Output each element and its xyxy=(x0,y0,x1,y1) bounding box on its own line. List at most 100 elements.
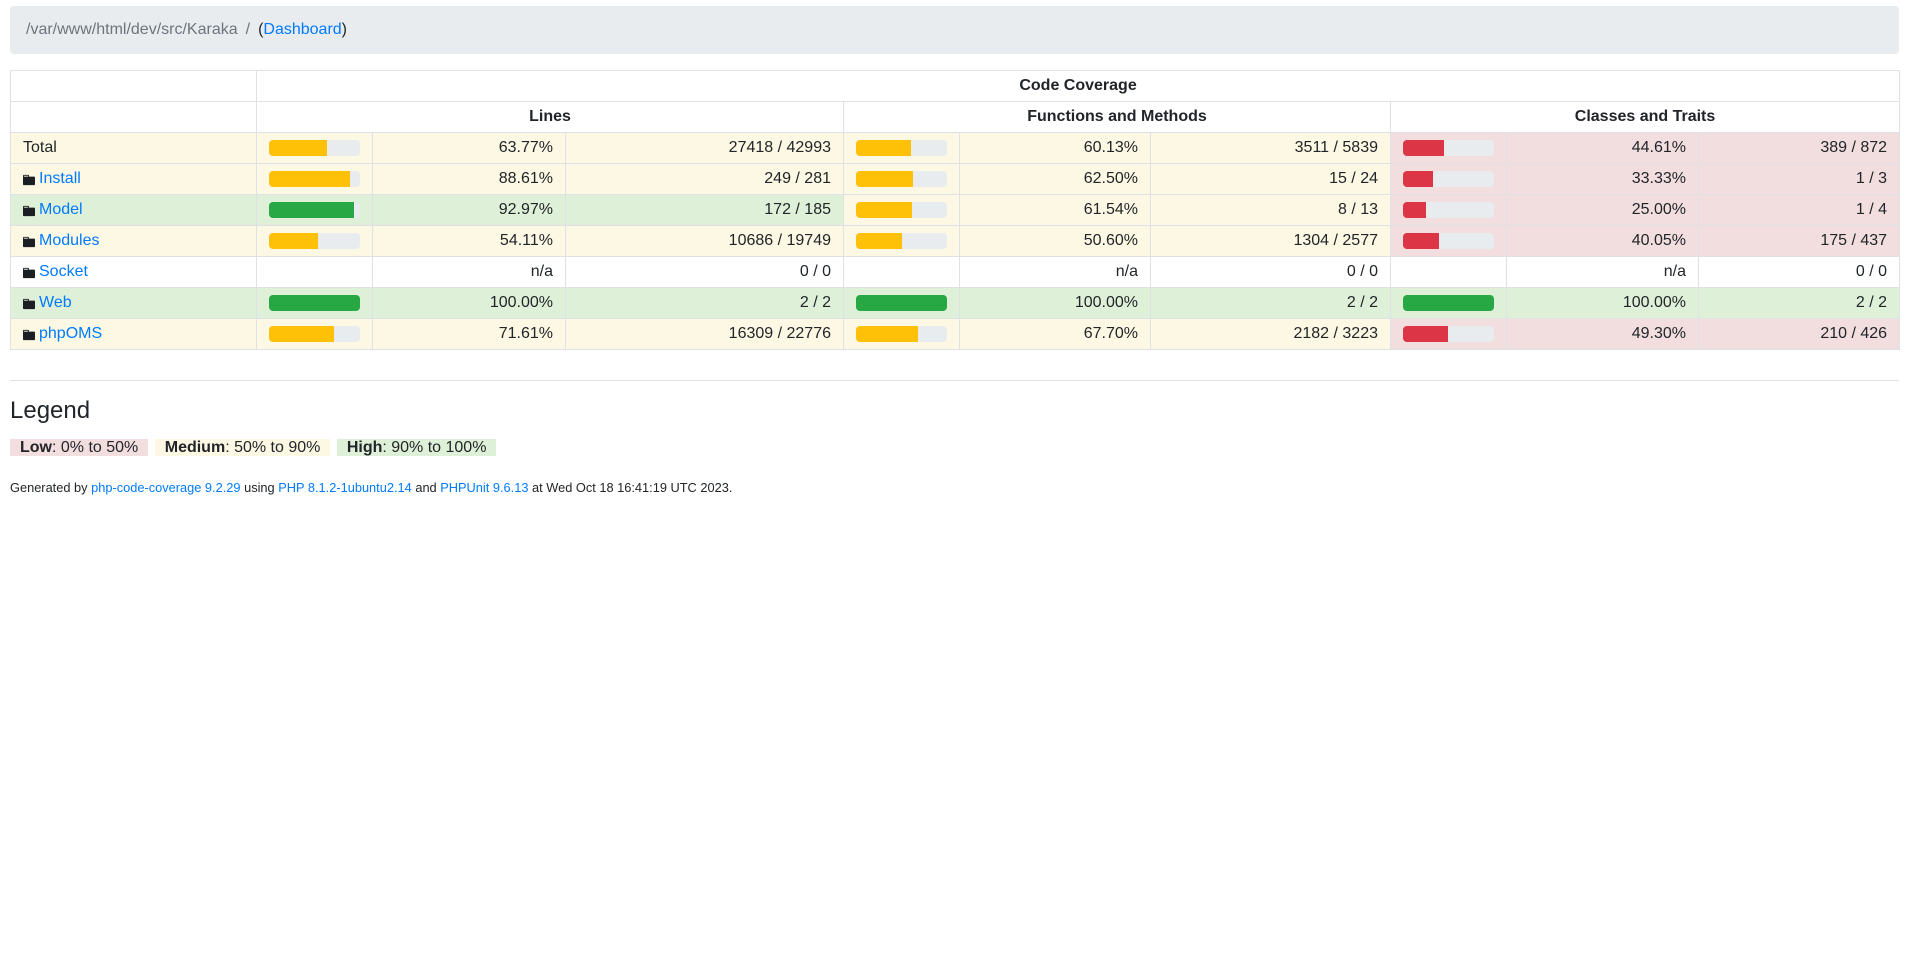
generated-line: Generated by php-code-coverage 9.2.29 us… xyxy=(10,476,1899,500)
php-link[interactable]: PHP 8.1.2-1ubuntu2.14 xyxy=(278,479,412,495)
classes-progress-bar xyxy=(1403,233,1440,249)
functions-progress-cell xyxy=(843,318,960,350)
functions-progress-cell xyxy=(843,163,960,195)
lines-progress-cell xyxy=(256,256,373,288)
item-name-cell: phpOMS xyxy=(10,318,257,350)
lines-progress-cell xyxy=(256,287,373,319)
phpunit-link[interactable]: PHPUnit 9.6.13 xyxy=(440,479,529,495)
classes-percent: 49.30% xyxy=(1506,318,1699,350)
coverage-report-page: /var/www/html/dev/src/Karaka / (Dashboar… xyxy=(10,6,1901,500)
progress-track xyxy=(269,202,360,218)
corner-cell-2 xyxy=(10,101,257,133)
progress-track xyxy=(269,233,360,249)
functions-percent: 60.13% xyxy=(959,132,1151,164)
breadcrumb-separator: / xyxy=(238,18,258,42)
legend-items: Low: 0% to 50% Medium: 50% to 90% High: … xyxy=(10,436,1899,460)
progress-track xyxy=(856,233,947,249)
generated-using: using xyxy=(240,479,279,495)
classes-percent: 100.00% xyxy=(1506,287,1699,319)
table-row-web: Web 100.00% 2 / 2 100.00% 2 / 2 10 xyxy=(10,287,1901,319)
legend-chip-low: Low: 0% to 50% xyxy=(10,438,149,456)
lines-progress-bar xyxy=(269,326,335,342)
lines-percent: n/a xyxy=(372,256,566,288)
folder-icon xyxy=(23,205,35,217)
classes-ratio: 1 / 3 xyxy=(1697,163,1901,195)
functions-progress-bar xyxy=(856,140,911,156)
classes-ratio: 175 / 437 xyxy=(1697,225,1901,257)
dashboard-paren-close: ) xyxy=(341,21,347,38)
progress-track xyxy=(856,295,947,311)
functions-percent: 61.54% xyxy=(959,194,1151,226)
classes-progress-bar xyxy=(1403,202,1426,218)
classes-progress-cell xyxy=(1390,132,1507,164)
generated-prefix: Generated by xyxy=(10,479,92,495)
table-row-install: Install 88.61% 249 / 281 62.50% 15 / 24 xyxy=(10,163,1901,195)
directory-link[interactable]: Model xyxy=(39,201,83,218)
functions-percent: 50.60% xyxy=(959,225,1151,257)
column-header-functions: Functions and Methods xyxy=(843,101,1391,133)
coverage-table: Code Coverage Lines Functions and Method… xyxy=(10,70,1901,350)
classes-percent: 33.33% xyxy=(1506,163,1699,195)
progress-track xyxy=(269,326,360,342)
legend-heading: Legend xyxy=(10,397,91,424)
table-row-model: Model 92.97% 172 / 185 61.54% 8 / 13 xyxy=(10,194,1901,226)
functions-ratio: 2182 / 3223 xyxy=(1150,318,1391,350)
legend-chip-medium-range: : 50% to 90% xyxy=(225,438,321,456)
classes-progress-bar xyxy=(1403,171,1434,187)
classes-percent: 40.05% xyxy=(1506,225,1699,257)
table-title: Code Coverage xyxy=(255,70,1901,102)
lines-ratio: 0 / 0 xyxy=(565,256,844,288)
lines-progress-bar xyxy=(269,171,350,187)
folder-icon xyxy=(23,267,35,279)
functions-progress-bar xyxy=(856,171,913,187)
functions-percent: n/a xyxy=(959,256,1151,288)
lines-progress-cell xyxy=(256,318,373,350)
lines-percent: 63.77% xyxy=(372,132,566,164)
directory-link[interactable]: Modules xyxy=(39,232,100,249)
progress-track xyxy=(269,171,360,187)
dashboard-paren-open: ( xyxy=(258,21,264,38)
functions-progress-bar xyxy=(856,326,918,342)
classes-ratio: 389 / 872 xyxy=(1697,132,1901,164)
classes-progress-bar xyxy=(1403,140,1444,156)
classes-ratio: 210 / 426 xyxy=(1697,318,1901,350)
item-name-cell: Install xyxy=(10,163,257,195)
php-code-coverage-link[interactable]: php-code-coverage 9.2.29 xyxy=(91,479,241,495)
item-name-cell: Web xyxy=(10,287,257,319)
classes-ratio: 1 / 4 xyxy=(1697,194,1901,226)
functions-progress-bar xyxy=(856,202,912,218)
functions-ratio: 2 / 2 xyxy=(1150,287,1391,319)
classes-progress-cell xyxy=(1390,318,1507,350)
report-footer: Legend Low: 0% to 50% Medium: 50% to 90%… xyxy=(10,380,1899,500)
progress-track xyxy=(1403,202,1494,218)
progress-track xyxy=(1403,233,1494,249)
directory-link[interactable]: Web xyxy=(39,294,72,311)
folder-icon xyxy=(23,174,35,186)
table-row-socket: Socket n/a 0 / 0 n/a 0 / 0 n/a 0 / 0 xyxy=(10,256,1901,288)
lines-ratio: 16309 / 22776 xyxy=(565,318,844,350)
legend-chip-high-label: High xyxy=(346,438,383,456)
item-name-cell: Model xyxy=(10,194,257,226)
item-name-cell: Modules xyxy=(10,225,257,257)
classes-percent: 25.00% xyxy=(1506,194,1699,226)
column-header-lines: Lines xyxy=(256,101,844,133)
breadcrumb: /var/www/html/dev/src/Karaka / (Dashboar… xyxy=(10,6,1899,54)
classes-percent: 44.61% xyxy=(1506,132,1699,164)
breadcrumb-dashboard-item: (Dashboard) xyxy=(258,18,347,42)
progress-track xyxy=(1403,326,1494,342)
dashboard-link[interactable]: Dashboard xyxy=(263,21,342,38)
classes-ratio: 2 / 2 xyxy=(1697,287,1901,319)
classes-progress-cell xyxy=(1390,194,1507,226)
table-title-row: Code Coverage xyxy=(10,70,1901,102)
lines-percent: 71.61% xyxy=(372,318,566,350)
legend-chip-medium-label: Medium xyxy=(164,438,226,456)
progress-track xyxy=(1403,140,1494,156)
classes-progress-bar xyxy=(1403,295,1494,311)
directory-link[interactable]: Install xyxy=(39,170,81,187)
directory-link[interactable]: Socket xyxy=(39,263,88,280)
footer-divider xyxy=(10,380,1899,381)
lines-ratio: 249 / 281 xyxy=(565,163,844,195)
functions-progress-cell xyxy=(843,256,960,288)
directory-link[interactable]: phpOMS xyxy=(39,325,103,342)
lines-progress-cell xyxy=(256,132,373,164)
